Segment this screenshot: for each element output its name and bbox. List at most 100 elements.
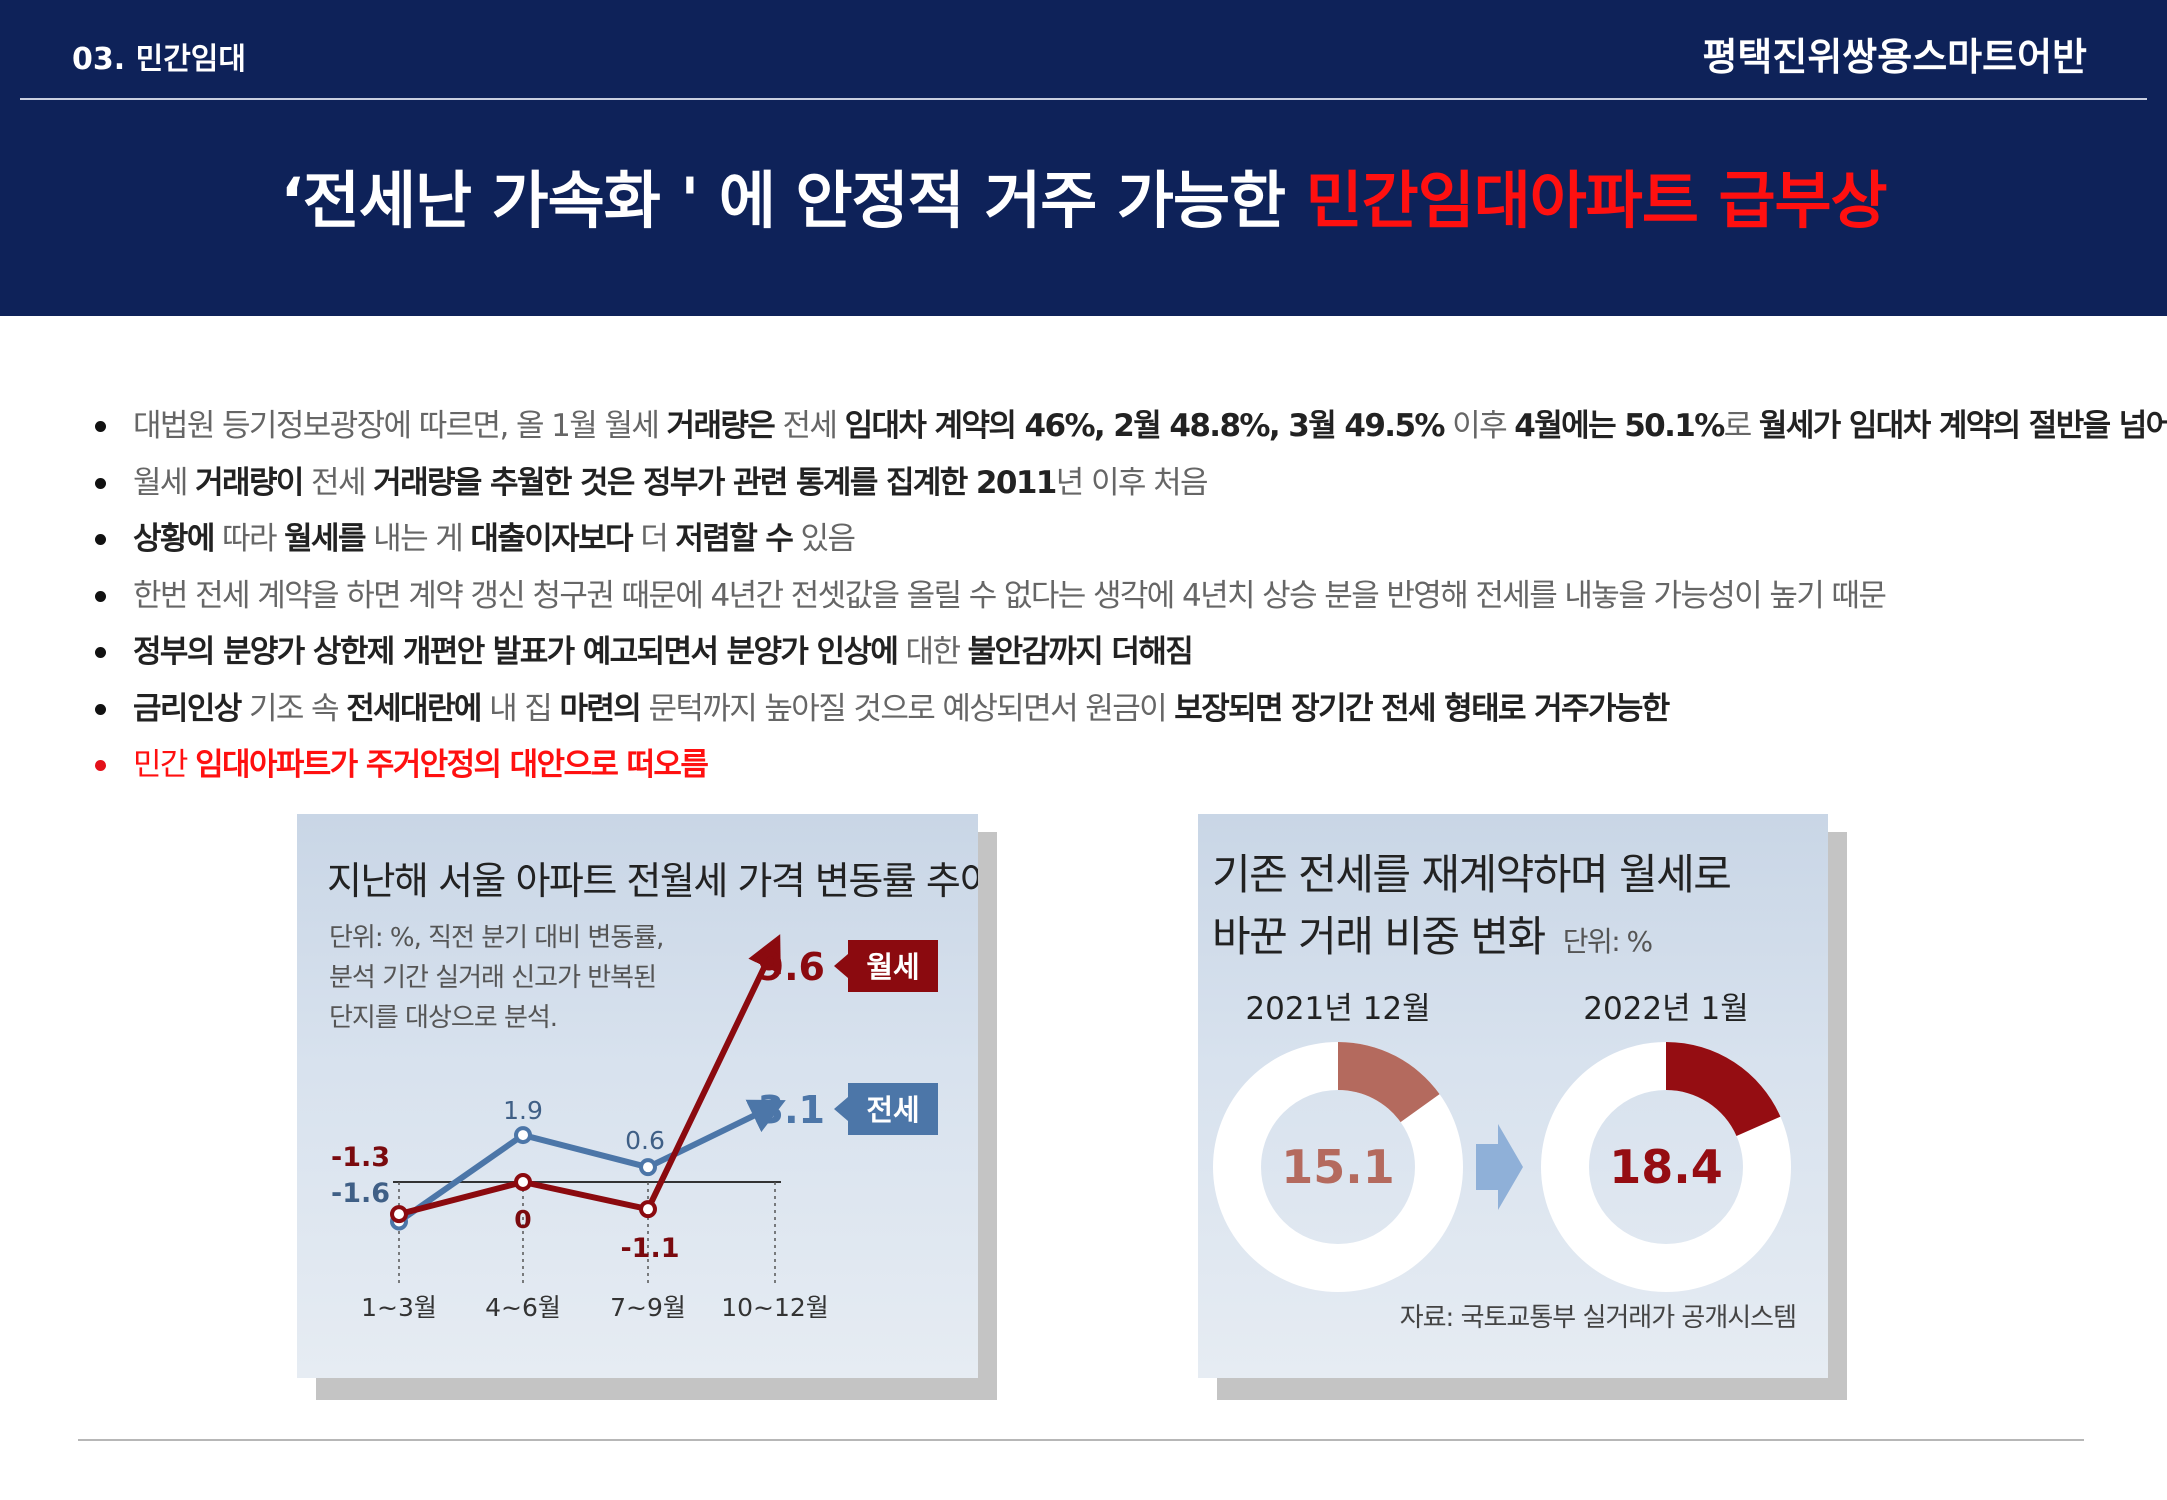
x-tick-label: 1~3월 [361,1293,437,1322]
bullet-bold-text: 임대아파트가 주거안정의 대안으로 떠오름 [195,747,709,783]
bullet-item: 정부의 분양가 상한제 개편안 발표가 예고되면서 분양가 인상에 대한 불안감… [95,624,2095,681]
bullet-dot [95,703,106,715]
bullet-dot [95,534,106,545]
value-label: 0.6 [625,1126,665,1155]
bullet-text: 전세 [774,408,845,444]
bullet-bold-text: 대출이자보다 [470,521,633,557]
bullet-item: 한번 전세 계약을 하면 계약 갱신 청구권 때문에 4년간 전셋값을 올릴 수… [95,568,2095,625]
bullet-bold-text: 거래량은 [666,408,776,444]
bullet-bold-text: 금리인상 [133,690,242,727]
data-point [639,1200,657,1219]
chart1-note-line: 단위: %, 직전 분기 대비 변동률, [329,923,664,953]
bullet-bold-text: 거래량이 [195,464,304,501]
bullet-bold-text: 4월에는 50.1% [1514,408,1725,444]
donut-value-label: 15.1 [1281,1140,1395,1194]
donut-chart: 2021년 12월 15.1 2022년 1월 18.4 [1213,991,1791,1292]
bullet-bold-text: 거래량을 추월한 것은 정부가 관련 통계를 집계한 2011 [373,464,1057,501]
bottom-divider [78,1439,2084,1441]
chart1-card: 지난해 서울 아파트 전월세 가격 변동률 추이 단위: %, 직전 분기 대비… [297,814,978,1378]
data-point [639,1158,657,1177]
bullet-text: 로 [1723,408,1759,444]
bullet-bold-text: 불안감까지 더해짐 [967,634,1194,670]
bullet-bold-text: 전세대란에 [346,690,482,727]
bullet-bold-text: 마련의 [559,690,641,727]
bullet-bold-text: 저렴할 수 [675,521,793,557]
bullet-text: 문턱까지 높아질 것으로 예상되면서 원금이 [640,690,1175,727]
value-label: 9.6 [758,945,825,989]
header-divider [20,98,2147,100]
bullet-item: 금리인상 기조 속 전세대란에 내 집 마련의 문턱까지 높아질 것으로 예상되… [95,681,2095,738]
page-headline: ‘전세난 가속화 ' 에 안정적 거주 가능한 민간임대아파트 급부상 [0,150,2167,240]
bullet-text: 민간 [133,747,196,783]
value-label: -1.6 [331,1178,390,1209]
bullet-item: 대법원 등기정보광장에 따르면, 올 1월 월세 거래량은 전세 임대차 계약의… [95,398,2167,455]
brand-name: 평택진위쌍용스마트어반 [1702,34,2087,79]
bullet-list: 대법원 등기정보광장에 따르면, 올 1월 월세 거래량은 전세 임대차 계약의… [95,398,2167,794]
bullet-item: 상황에 따라 월세를 내는 게 대출이자보다 더 저렴할 수 있음 [95,511,2095,568]
bullet-text: 내 집 [480,690,560,727]
bullet-text: 있음 [792,521,856,557]
series-tag [834,940,938,992]
bullet-text: 월세 [133,464,196,501]
bullet-bold-text: 상황에 [133,521,215,557]
header-banner: 03. 민간임대 평택진위쌍용스마트어반 ‘전세난 가속화 ' 에 안정적 거주… [0,0,2167,316]
bullet-dot [95,590,106,602]
series-tag-label: 전세 [866,1093,919,1127]
donut-slice [1338,1042,1440,1123]
value-label: 0 [514,1205,531,1234]
series-line-전세 [397,1099,786,1224]
bullet-text: 더 [631,521,676,557]
bullet-bold-text: 임대차 계약의 46%, 2월 48.8%, 3월 49.5% [844,408,1446,444]
bullet-dot [95,760,106,771]
x-tick-label: 10~12월 [721,1293,829,1322]
chart2-title-line: 바꾼 거래 비중 변화 단위: % [1212,906,1730,973]
donut-period-label: 2022년 1월 [1583,991,1749,1027]
bullet-item: 월세 거래량이 전세 거래량을 추월한 것은 정부가 관련 통계를 집계한 20… [95,455,2095,512]
bullet-text: 년 이후 처음 [1055,464,1209,501]
bullet-bold-text: 보장되면 장기간 전세 형태로 거주가능한 [1174,690,1670,727]
value-label: 3.1 [758,1088,825,1132]
bullet-text: 내는 게 [364,521,471,557]
donut-period-label: 2021년 12월 [1245,991,1430,1027]
chart1-note-line: 단지를 대상으로 분석. [329,1003,558,1033]
bullet-text: 전세 [302,464,374,501]
section-label: 03. 민간임대 [72,42,246,77]
chart2-source: 자료: 국토교통부 실거래가 공개시스템 [1399,1303,1797,1333]
bullet-bold-text: 월세를 [284,521,366,557]
bullet-text: 이후 [1443,408,1515,444]
value-label: 1.9 [503,1096,543,1125]
bullet-bold-text: 월세가 임대차 계약의 절반을 넘어섬 [1758,408,2167,444]
data-point [514,1173,532,1191]
headline-red-text: 민간임대아파트 급부상 [1305,164,1888,237]
line-chart: -1.3 -1.6 1.9 0 0.6 -1.1 9.6 월세 3.1 전세 1~3월 4~6월 7~9… [331,934,938,1322]
donut-value-label: 18.4 [1609,1140,1723,1194]
chart1-note: 단위: %, 직전 분기 대비 변동률, 분석 기간 실거래 신고가 반복된 단… [329,918,664,1038]
data-point [390,1205,408,1224]
bullet-text: 기조 속 [240,690,347,727]
chart2-card: 기존 전세를 재계약하며 월세로 바꾼 거래 비중 변화 단위: % 2021년 … [1198,814,1828,1378]
headline-white-text: ‘전세난 가속화 ' 에 안정적 거주 가능한 [280,164,1306,237]
transition-arrow-icon [1476,1124,1523,1210]
bullet-item: 민간 임대아파트가 주거안정의 대안으로 떠오름 [95,737,2095,794]
bullet-bold-text: 정부의 분양가 상한제 개편안 발표가 예고되면서 분양가 인상에 [133,634,899,670]
series-tag [834,1083,938,1135]
chart2-title-line2: 바꾼 거래 비중 변화 [1212,912,1546,961]
series-line-월세 [398,934,781,1218]
x-tick-label: 4~6월 [485,1293,561,1322]
series-tag-label: 월세 [866,950,919,984]
x-tick-label: 7~9월 [610,1293,686,1322]
bullet-dot [95,421,106,432]
bullet-text: 대한 [897,634,968,670]
bullet-text: 한번 전세 계약을 하면 계약 갱신 청구권 때문에 4년간 전셋값을 올릴 수… [133,577,1887,614]
data-point [514,1126,532,1145]
chart2-unit: 단위: % [1562,925,1653,958]
chart2-title-line: 기존 전세를 재계약하며 월세로 [1212,850,1732,899]
value-label: -1.3 [331,1142,390,1173]
donut-slice [1666,1042,1781,1136]
chart1-note-line: 분석 기간 실거래 신고가 반복된 [329,963,657,993]
bullet-text: 따라 [213,521,285,557]
bullet-text: 대법원 등기정보광장에 따르면, 올 1월 월세 [133,408,667,444]
chart2-title: 기존 전세를 재계약하며 월세로 바꾼 거래 비중 변화 단위: % [1212,844,1732,973]
value-label: -1.1 [620,1233,679,1264]
chart1-title: 지난해 서울 아파트 전월세 가격 변동률 추이 [327,859,978,903]
